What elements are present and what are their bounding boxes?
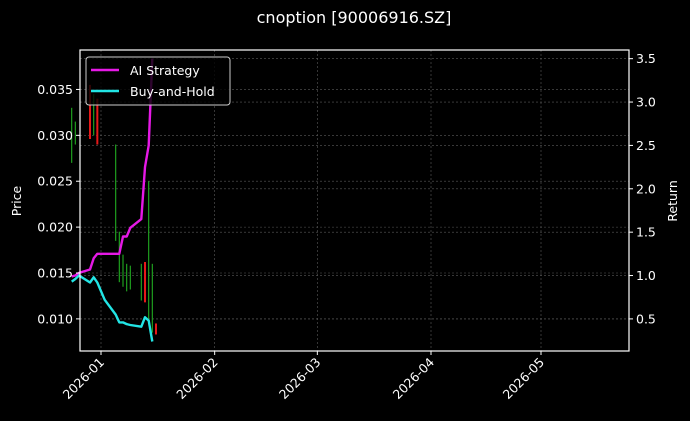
y-tick-label-left: 0.020 — [37, 220, 73, 235]
y-tick-label-right: 1.5 — [636, 225, 656, 240]
legend-box — [85, 56, 231, 106]
legend-label-ai-strategy: AI Strategy — [130, 63, 200, 78]
y-tick-label-left: 0.025 — [37, 174, 73, 189]
left-y-axis: 0.010 0.015 0.020 0.025 0.030 0.035 — [37, 82, 80, 326]
plot-frame — [79, 49, 630, 352]
y-tick-label-left: 0.030 — [37, 128, 73, 143]
chart-title: cnoption [90006916.SZ] — [257, 8, 452, 27]
y-tick-label-right: 1.0 — [636, 268, 656, 283]
buy-and-hold-line — [70, 274, 154, 342]
legend: AI Strategy Buy-and-Hold — [85, 56, 231, 106]
y-tick-label-right: 3.0 — [636, 95, 656, 110]
y-axis-label-right: Return — [665, 180, 680, 221]
candlestick-series — [71, 84, 157, 335]
right-y-axis: 0.5 1.0 1.5 2.0 2.5 3.0 3.5 — [629, 51, 656, 326]
y-tick-label-right: 2.0 — [636, 181, 656, 196]
y-tick-label-right: 2.5 — [636, 138, 656, 153]
y-tick-label-right: 0.5 — [636, 311, 656, 326]
y-tick-label-right: 3.5 — [636, 51, 656, 66]
y-axis-label-left: Price — [9, 185, 24, 216]
legend-label-buy-and-hold: Buy-and-Hold — [130, 84, 215, 99]
grid-lines — [80, 50, 629, 351]
y-tick-label-left: 0.010 — [37, 311, 73, 326]
y-tick-label-left: 0.035 — [37, 82, 73, 97]
ai-strategy-line — [71, 58, 154, 278]
y-tick-label-left: 0.015 — [37, 265, 73, 280]
